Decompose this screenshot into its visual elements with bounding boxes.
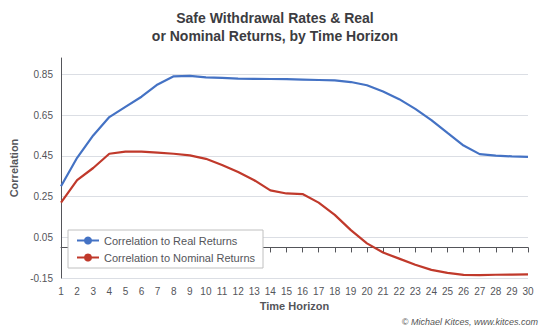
svg-text:25: 25 (442, 286, 454, 297)
svg-text:12: 12 (233, 286, 245, 297)
svg-text:Correlation to Nominal Returns: Correlation to Nominal Returns (104, 252, 256, 264)
svg-text:26: 26 (458, 286, 470, 297)
svg-text:0.45: 0.45 (34, 150, 54, 161)
svg-text:21: 21 (378, 286, 390, 297)
svg-text:-0.15: -0.15 (30, 273, 53, 284)
svg-text:28: 28 (490, 286, 502, 297)
svg-text:11: 11 (217, 286, 228, 297)
svg-text:29: 29 (506, 286, 518, 297)
svg-text:Safe Withdrawal Rates & Real: Safe Withdrawal Rates & Real (176, 10, 374, 26)
svg-text:0.65: 0.65 (34, 110, 54, 121)
svg-text:17: 17 (313, 286, 325, 297)
svg-text:Time Horizon: Time Horizon (260, 300, 330, 312)
svg-text:18: 18 (329, 286, 341, 297)
svg-text:© Michael Kitces, www.kitces.c: © Michael Kitces, www.kitces.com (402, 317, 539, 327)
svg-text:15: 15 (281, 286, 293, 297)
svg-text:0.85: 0.85 (34, 69, 54, 80)
svg-text:9: 9 (187, 286, 193, 297)
svg-text:10: 10 (200, 286, 212, 297)
svg-text:3: 3 (90, 286, 96, 297)
svg-text:7: 7 (155, 286, 161, 297)
svg-text:0.25: 0.25 (34, 191, 54, 202)
svg-text:30: 30 (522, 286, 534, 297)
svg-text:24: 24 (426, 286, 438, 297)
svg-text:or Nominal Returns, by Time Ho: or Nominal Returns, by Time Horizon (152, 28, 398, 44)
svg-text:19: 19 (345, 286, 357, 297)
svg-text:22: 22 (394, 286, 406, 297)
svg-text:14: 14 (265, 286, 277, 297)
svg-text:6: 6 (139, 286, 145, 297)
svg-text:2: 2 (74, 286, 80, 297)
svg-text:20: 20 (361, 286, 373, 297)
svg-text:0.05: 0.05 (34, 232, 54, 243)
svg-text:5: 5 (123, 286, 129, 297)
svg-text:13: 13 (249, 286, 261, 297)
svg-text:16: 16 (297, 286, 309, 297)
svg-text:Correlation to Real Returns: Correlation to Real Returns (104, 235, 238, 247)
svg-text:Correlation: Correlation (8, 138, 20, 197)
svg-text:8: 8 (171, 286, 177, 297)
svg-text:4: 4 (107, 286, 113, 297)
svg-text:27: 27 (474, 286, 486, 297)
svg-text:1: 1 (58, 286, 64, 297)
svg-text:23: 23 (410, 286, 422, 297)
